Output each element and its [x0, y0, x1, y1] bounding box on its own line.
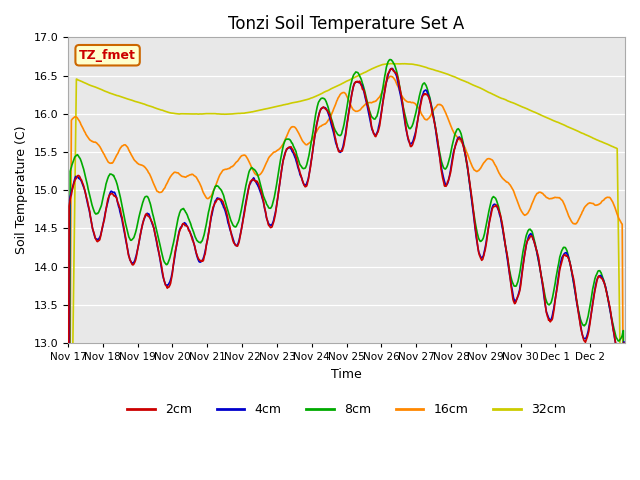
Legend: 2cm, 4cm, 8cm, 16cm, 32cm: 2cm, 4cm, 8cm, 16cm, 32cm: [122, 398, 571, 421]
Y-axis label: Soil Temperature (C): Soil Temperature (C): [15, 126, 28, 254]
Title: Tonzi Soil Temperature Set A: Tonzi Soil Temperature Set A: [228, 15, 465, 33]
Text: TZ_fmet: TZ_fmet: [79, 49, 136, 62]
X-axis label: Time: Time: [331, 368, 362, 381]
